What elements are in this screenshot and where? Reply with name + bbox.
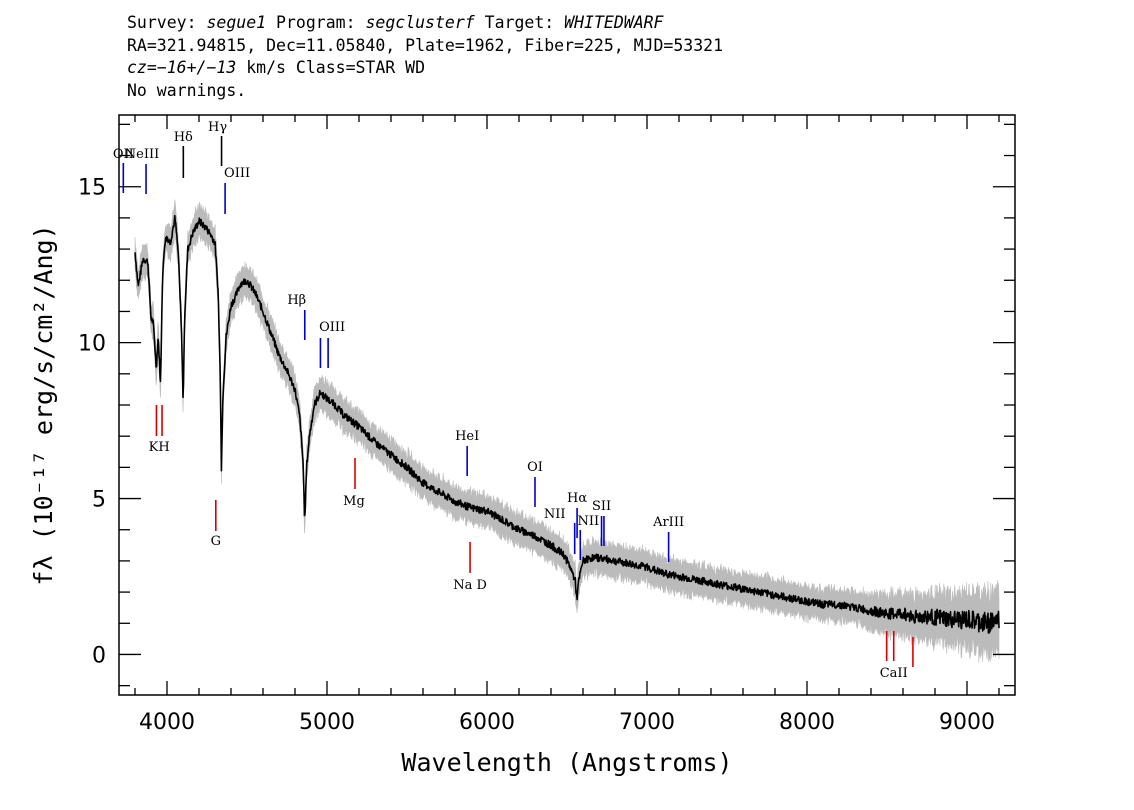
- spectrum-header: Survey: segue1 Program: segclusterf Targ…: [127, 12, 723, 102]
- cz-value: −16+/−13: [156, 58, 237, 77]
- x-tick-label: 7000: [619, 710, 675, 735]
- x-tick-label: 9000: [939, 710, 995, 735]
- emission-line-label: OIII: [224, 166, 250, 181]
- emission-line-label: SII: [592, 499, 611, 514]
- emission-line-label: OIII: [319, 320, 345, 335]
- y-tick-label: 15: [78, 176, 106, 201]
- survey-value: segue1: [206, 13, 267, 32]
- header-line-redshift: cz=−16+/−13 km/s Class=STAR WD: [127, 57, 723, 80]
- y-axis-title: fλ (10⁻¹⁷ erg/s/cm²/Ang): [29, 224, 58, 585]
- header-line-warnings: No warnings.: [127, 80, 247, 100]
- axis-ticks: [119, 115, 1015, 695]
- survey-label: Survey:: [127, 13, 197, 32]
- emission-line-label: Hα: [567, 491, 587, 506]
- header-line-survey: Survey: segue1 Program: segclusterf Targ…: [127, 12, 723, 35]
- emission-line-label: NeIII: [125, 147, 159, 162]
- x-axis-title: Wavelength (Angstroms): [401, 748, 732, 777]
- x-tick-label: 6000: [459, 710, 515, 735]
- y-tick-label: 5: [92, 488, 106, 513]
- absorption-line-label: KH: [149, 440, 170, 455]
- x-tick-label: 8000: [779, 710, 835, 735]
- absorption-line-label: G: [211, 534, 221, 549]
- error-band: [134, 199, 1000, 663]
- emission-line-label: Hδ: [174, 130, 193, 145]
- emission-line-label: OII: [113, 147, 134, 162]
- absorption-line-label: CaII: [880, 666, 908, 681]
- flux-series: [134, 214, 1000, 634]
- x-tick-label: 5000: [299, 710, 355, 735]
- emission-line-label: NII: [544, 507, 566, 522]
- y-tick-label: 10: [78, 332, 106, 357]
- program-value: segclusterf: [365, 13, 475, 32]
- spectral-line-markers: OIINeIIIHδHγOIIIHβOIIIHeIOINIIHαNIISIIAr…: [113, 120, 914, 681]
- emission-line-label: Hγ: [208, 120, 227, 135]
- x-tick-labels: 4000 5000 6000 7000 8000 9000: [139, 710, 995, 735]
- emission-line-label: Hβ: [287, 293, 306, 308]
- y-tick-labels: 0 5 10 15: [78, 176, 106, 669]
- header-line-coordinates: RA=321.94815, Dec=11.05840, Plate=1962, …: [127, 35, 724, 55]
- x-tick-label: 4000: [139, 710, 195, 735]
- class-text: km/s Class=STAR WD: [236, 58, 426, 77]
- flux-line: [134, 214, 1000, 634]
- emission-line-label: OI: [527, 460, 543, 475]
- absorption-line-label: Na D: [453, 578, 487, 593]
- emission-line-label: ArIII: [652, 515, 684, 530]
- absorption-line-label: Mg: [343, 494, 365, 509]
- error-band-area: [134, 199, 1000, 663]
- emission-line-label: HeI: [455, 429, 479, 444]
- cz-label: cz=: [127, 58, 157, 77]
- y-tick-label: 0: [92, 643, 106, 668]
- target-label: Target:: [484, 13, 555, 32]
- emission-line-label: NII: [577, 514, 599, 529]
- target-value: WHITEDWARF: [564, 13, 664, 32]
- program-label: Program:: [276, 13, 356, 32]
